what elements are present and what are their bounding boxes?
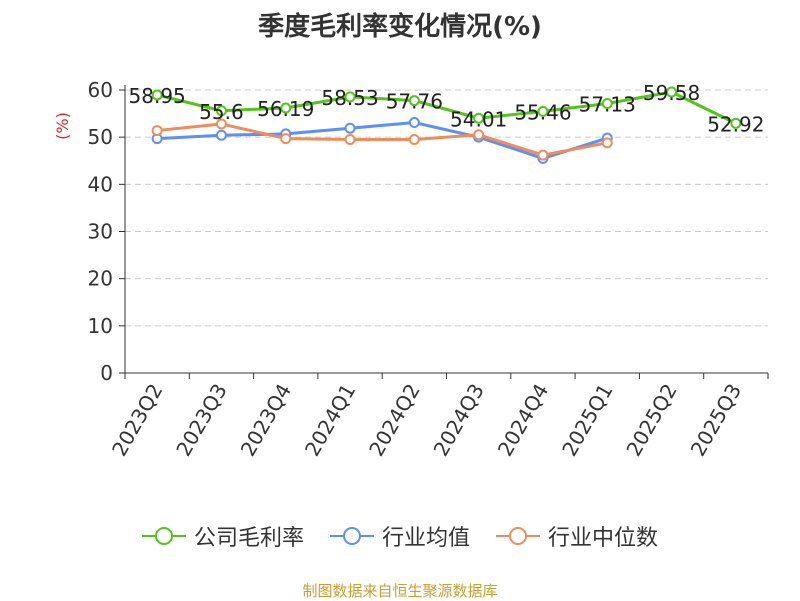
series-line-0	[156, 90, 737, 125]
data-point	[408, 117, 420, 129]
data-label: 57.76	[386, 90, 443, 114]
data-point	[601, 98, 613, 110]
data-label: 56.19	[257, 97, 314, 121]
x-tick-label: 2024Q3	[429, 380, 489, 461]
data-source-note: 制图数据来自恒生聚源数据库	[302, 582, 498, 600]
data-point	[151, 89, 163, 101]
data-point	[730, 117, 742, 129]
data-label: 55.6	[199, 100, 244, 124]
y-tick-label: 50	[88, 125, 113, 149]
x-tick-label: 2024Q4	[493, 380, 553, 461]
legend-marker-industry-median	[496, 527, 540, 545]
data-point	[473, 112, 485, 124]
legend-marker-company	[141, 527, 186, 545]
y-tick-label: 20	[88, 267, 113, 291]
data-point	[601, 137, 613, 149]
y-tick-label: 10	[88, 314, 113, 338]
legend-marker-industry-avg	[329, 527, 374, 545]
series-line-1	[157, 121, 608, 160]
y-tick-label: 40	[88, 172, 113, 196]
legend-label-industry-median: 行业中位数	[548, 526, 659, 551]
x-tick-label: 2023Q2	[107, 380, 167, 461]
x-tick-label: 2024Q1	[300, 380, 360, 461]
data-point	[537, 149, 549, 161]
legend-item-industry-avg[interactable]: 行业均值	[329, 520, 470, 552]
x-tick-label: 2025Q2	[621, 380, 681, 461]
data-point	[537, 105, 549, 117]
data-point	[473, 129, 485, 141]
data-point	[151, 125, 163, 137]
x-tick-label: 2023Q3	[171, 380, 231, 461]
data-label: 54.01	[450, 107, 507, 131]
data-point	[408, 95, 420, 107]
data-label: 52.92	[707, 112, 764, 136]
legend-label-company: 公司毛利率	[193, 526, 304, 551]
data-point	[344, 122, 356, 134]
x-tick-label: 2025Q1	[557, 380, 617, 461]
chart-title: 季度毛利率变化情况(%)	[258, 12, 542, 42]
y-axis-label: (%)	[53, 112, 72, 140]
y-tick-label: 0	[100, 361, 113, 385]
data-point	[215, 105, 227, 117]
data-point	[344, 91, 356, 103]
legend-label-industry-avg: 行业均值	[381, 526, 470, 551]
series	[151, 86, 742, 164]
data-point	[215, 118, 227, 130]
data-point	[280, 133, 292, 145]
legend: 公司毛利率 行业均值 行业中位数	[0, 520, 800, 552]
data-label: 57.13	[579, 93, 636, 117]
data-label: 58.53	[321, 86, 378, 110]
legend-item-company[interactable]: 公司毛利率	[141, 520, 304, 552]
y-tick-label: 30	[88, 220, 113, 244]
data-point	[666, 86, 678, 98]
data-label: 59.58	[643, 81, 700, 105]
data-label: 55.46	[514, 100, 571, 124]
x-tick-label: 2023Q4	[236, 380, 296, 461]
x-tick-label: 2024Q2	[364, 380, 424, 461]
legend-item-industry-median[interactable]: 行业中位数	[496, 520, 658, 552]
series-line-2	[156, 122, 608, 157]
y-tick-label: 60	[88, 78, 113, 102]
data-point	[344, 134, 356, 146]
data-label: 58.95	[129, 84, 186, 108]
data-point	[408, 134, 420, 146]
data-labels: 58.95 55.6 56.19 58.53 57.76 54.01 55.46 57.13 5…	[129, 81, 765, 136]
data-point	[280, 102, 292, 114]
x-tick-label: 2025Q3	[686, 380, 746, 461]
data-point	[215, 129, 227, 141]
